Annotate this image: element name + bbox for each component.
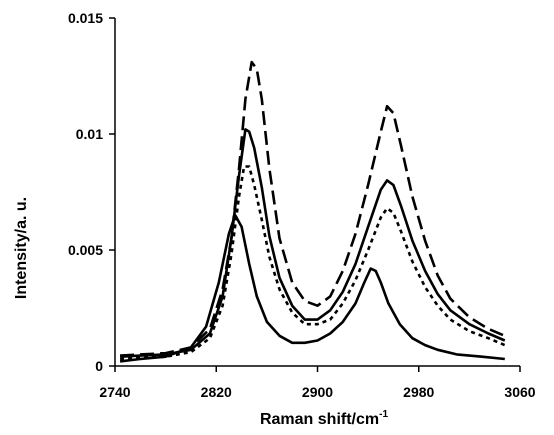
series-layer (119, 60, 506, 363)
series-line-1 (120, 60, 506, 357)
x-tick-label: 3060 (504, 384, 535, 400)
series-line-3 (120, 165, 506, 361)
x-axis-title-superscript: -1 (379, 409, 388, 420)
x-tick-label: 2740 (99, 384, 130, 400)
y-tick-label: 0.015 (68, 10, 103, 26)
x-tick-label: 2980 (403, 384, 434, 400)
series-line-4 (119, 213, 505, 363)
y-tick-label: 0.005 (68, 242, 103, 258)
y-tick-label: 0.01 (76, 126, 103, 142)
x-axis-title: Raman shift/cm-1 (260, 409, 388, 428)
tick-labels: 2740 2820 2900 2980 3060 0 0.005 0.01 0.015 (68, 10, 536, 400)
x-axis-title-text: Raman shift/cm (260, 411, 379, 428)
y-tick-label: 0 (95, 358, 103, 374)
y-axis-title: Intensity/a. u. (13, 197, 30, 299)
x-tick-label: 2900 (302, 384, 333, 400)
x-tick-label: 2820 (201, 384, 232, 400)
axes-layer (109, 17, 521, 372)
series-line-2 (120, 128, 506, 358)
